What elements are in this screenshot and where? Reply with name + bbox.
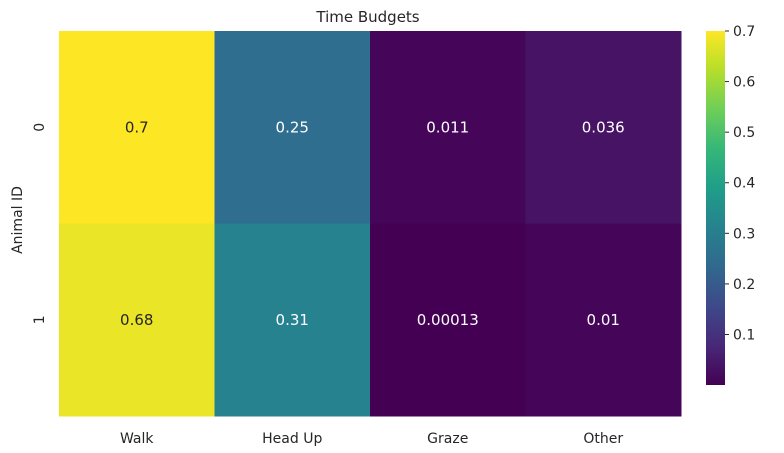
chart-title: Time Budgets bbox=[315, 8, 419, 26]
cell-value-label: 0.7 bbox=[125, 118, 149, 136]
cell-value-label: 0.25 bbox=[276, 118, 309, 136]
y-axis-label: Animal ID bbox=[10, 186, 26, 254]
colorbar-tick-label: 0.1 bbox=[733, 327, 755, 343]
colorbar-tick-label: 0.2 bbox=[733, 277, 755, 293]
cell-value-label: 0.01 bbox=[587, 311, 620, 329]
cell-value-label: 0.00013 bbox=[417, 311, 479, 329]
cell-value-label: 0.036 bbox=[582, 118, 625, 136]
y-tick-label: 0 bbox=[32, 123, 48, 132]
cell-value-label: 0.31 bbox=[276, 311, 309, 329]
colorbar-tick-label: 0.3 bbox=[733, 226, 755, 242]
heatmap-cell bbox=[370, 31, 526, 224]
heatmap-cell bbox=[525, 31, 682, 224]
heatmap-cell bbox=[370, 223, 526, 417]
heatmap-cells: 0.7 0.25 0.011 0.036 0.68 0.31 0.00013 0.01 bbox=[59, 31, 682, 417]
y-tick-label: 1 bbox=[32, 315, 48, 324]
y-tick-labels: 01 bbox=[32, 123, 48, 324]
x-tick-label: Other bbox=[583, 431, 623, 447]
heatmap-cell bbox=[214, 31, 371, 224]
x-tick-label: Graze bbox=[427, 431, 468, 447]
colorbar-tick-label: 0.7 bbox=[733, 24, 755, 40]
heatmap-cell bbox=[59, 31, 215, 224]
colorbar-tick-label: 0.6 bbox=[733, 75, 755, 91]
x-tick-label: Head Up bbox=[262, 431, 322, 447]
heatmap-cell bbox=[525, 223, 682, 417]
x-tick-labels: Walk Head Up Graze Other bbox=[120, 431, 623, 447]
colorbar-gradient bbox=[706, 31, 725, 385]
x-tick-label: Walk bbox=[120, 431, 154, 447]
cell-value-label: 0.011 bbox=[426, 118, 469, 136]
colorbar-tick-label: 0.4 bbox=[733, 176, 755, 192]
heatmap-cell bbox=[214, 223, 371, 417]
heatmap-cell bbox=[59, 223, 215, 417]
colorbar: 0.1 0.2 0.3 0.4 0.5 0.6 0.7 bbox=[706, 24, 755, 385]
colorbar-tick-label: 0.5 bbox=[733, 125, 755, 141]
cell-value-label: 0.68 bbox=[120, 311, 153, 329]
